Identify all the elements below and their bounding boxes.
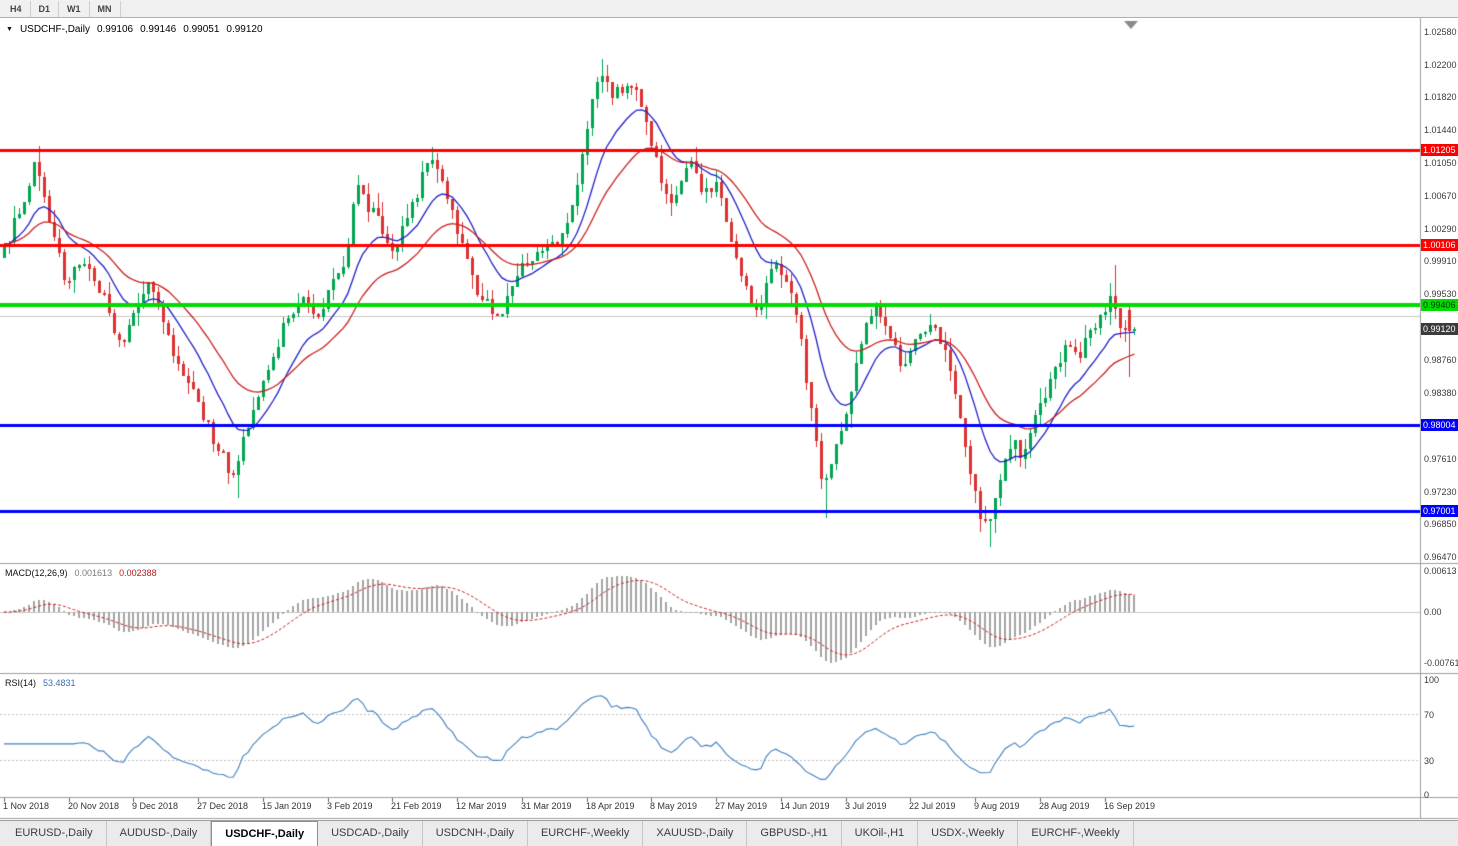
price-axis[interactable] [1420,18,1458,797]
period-button-h4[interactable]: H4 [2,0,31,17]
chart-dropdown-icon[interactable]: ▼ [6,26,13,33]
chart-tab-xauusd-daily-6[interactable]: XAUUSD-,Daily [643,821,748,846]
macd-indicator-label: MACD(12,26,9) 0.001613 0.002388 [5,568,157,578]
rsi-title: RSI(14) [5,678,37,688]
chart-plot-area[interactable] [0,18,1420,797]
chart-tab-usdcad-daily-3[interactable]: USDCAD-,Daily [318,821,423,846]
ohlc-low-value: 0.99051 [183,24,220,35]
period-button-mn[interactable]: MN [90,0,121,17]
ohlc-close-value: 0.99120 [226,24,263,35]
period-button-w1[interactable]: W1 [59,0,90,17]
chart-tab-bar: EURUSD-,Daily AUDUSD-,Daily USDCHF-,Daily U… [0,820,1458,846]
chart-tab-usdchf-daily-2[interactable]: USDCHF-,Daily [211,821,319,846]
ohlc-open-value: 0.99106 [96,24,134,35]
chart-tab-eurchf-weekly-5[interactable]: EURCHF-,Weekly [528,821,644,846]
chart-tab-ukoil-h1-8[interactable]: UKOil-,H1 [842,821,919,846]
chart-symbol-label: USDCHF-,Daily [19,24,90,35]
timeframe-toolbar: H4 D1 W1 MN [0,0,1458,18]
rsi-value: 53.4831 [43,678,76,688]
chart-tab-eurchf-weekly-10[interactable]: EURCHF-,Weekly [1018,821,1134,846]
chart-tab-usdx-weekly-9[interactable]: USDX-,Weekly [918,821,1019,846]
chart-tab-usdcnh-daily-4[interactable]: USDCNH-,Daily [423,821,528,846]
chart-tab-audusd-daily-1[interactable]: AUDUSD-,Daily [107,821,212,846]
macd-main-value: 0.001613 [74,568,113,578]
chart-tab-eurusd-daily-0[interactable]: EURUSD-,Daily [2,821,107,846]
chart-ohlc-header: ▼ USDCHF-,Daily 0.99106 0.99146 0.99051 … [6,24,263,35]
period-button-d1[interactable]: D1 [31,0,60,17]
time-axis[interactable] [0,797,1420,818]
ohlc-high-value: 0.99146 [140,24,177,35]
macd-signal-value: 0.002388 [119,568,157,578]
chart-tab-gbpusd-h1-7[interactable]: GBPUSD-,H1 [747,821,842,846]
macd-title: MACD(12,26,9) [5,568,68,578]
rsi-indicator-label: RSI(14) 53.4831 [5,678,76,688]
